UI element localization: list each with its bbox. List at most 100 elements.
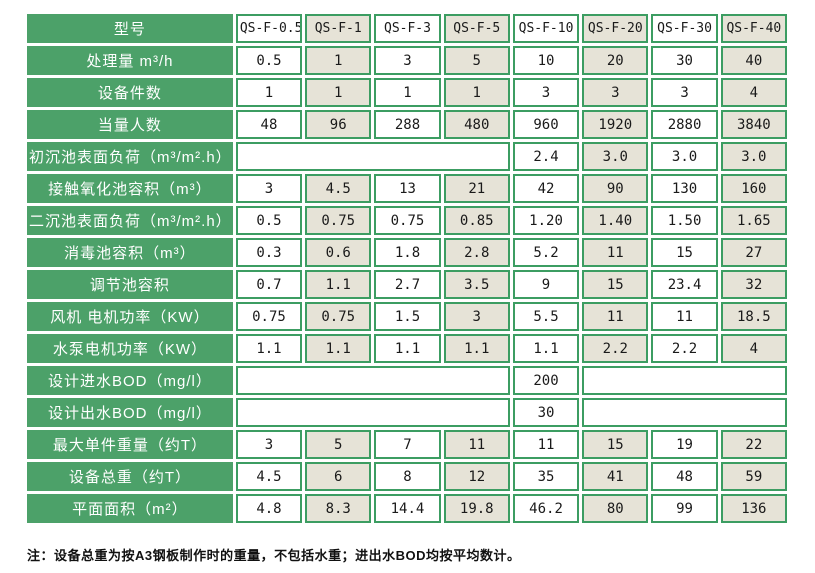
value-cell: 5.5 [512,302,580,331]
value-cell: 0.5 [235,46,303,75]
value-cell: 2.7 [374,270,441,299]
value-cell: 1 [374,78,441,107]
value-cell: 96 [305,110,372,139]
value-cell: 59 [720,462,787,491]
value-cell [235,366,510,395]
value-cell: 1.50 [651,206,718,235]
row-label: 调节池容积 [27,270,233,299]
value-cell [235,398,510,427]
value-cell [582,398,787,427]
value-cell: 1.1 [305,270,372,299]
value-cell: 42 [512,174,580,203]
value-cell: 19 [651,430,718,459]
row-label: 最大单件重量（约T） [27,430,233,459]
value-cell: 7 [374,430,441,459]
value-cell: 1 [305,46,372,75]
value-cell: 1.40 [582,206,649,235]
value-cell: 0.5 [235,206,303,235]
table-row: 水泵电机功率（KW） 1.1 1.1 1.1 1.1 1.1 2.2 2.2 4 [27,334,787,363]
value-cell: 0.3 [235,238,303,267]
value-cell: 3.0 [651,142,718,171]
value-cell: 0.6 [305,238,372,267]
row-label: 设计出水BOD（mg/l） [27,398,233,427]
value-cell: 3.5 [443,270,510,299]
table-row: 设计进水BOD（mg/l） 200 [27,366,787,395]
value-cell: 13 [374,174,441,203]
value-cell: 3 [582,78,649,107]
value-cell: 3 [443,302,510,331]
value-cell: 35 [512,462,580,491]
value-cell: 3.0 [582,142,649,171]
value-cell: 3840 [720,110,787,139]
table-row: 处理量 m³/h 0.5 1 3 5 10 20 30 40 [27,46,787,75]
value-cell: 46.2 [512,494,580,523]
value-cell: 8 [374,462,441,491]
model-header-QS-F-5: QS-F-5 [443,14,510,43]
value-cell: 0.75 [374,206,441,235]
table-row: 调节池容积 0.7 1.1 2.7 3.5 9 15 23.4 32 [27,270,787,299]
value-cell: 15 [582,270,649,299]
header-row: 型号 QS-F-0.5 QS-F-1 QS-F-3 QS-F-5 QS-F-10 QS-F… [27,14,787,43]
value-cell: 2880 [651,110,718,139]
table-row: 设备件数 1 1 1 1 3 3 3 4 [27,78,787,107]
value-cell: 11 [582,238,649,267]
value-cell: 960 [512,110,580,139]
value-cell: 4 [720,78,787,107]
row-label: 平面面积（m²） [27,494,233,523]
value-cell: 19.8 [443,494,510,523]
value-cell: 12 [443,462,510,491]
table-row: 风机 电机功率（KW） 0.75 0.75 1.5 3 5.5 11 11 18.5 [27,302,787,331]
value-cell: 4 [720,334,787,363]
model-header-QS-F-40: QS-F-40 [720,14,787,43]
table-row: 消毒池容积（m³） 0.3 0.6 1.8 2.8 5.2 11 15 27 [27,238,787,267]
value-cell [582,366,787,395]
value-cell: 15 [651,238,718,267]
model-header-QS-F-30: QS-F-30 [651,14,718,43]
value-cell: 11 [443,430,510,459]
spec-table-container: 型号 QS-F-0.5 QS-F-1 QS-F-3 QS-F-5 QS-F-10 QS-F… [24,11,790,526]
model-header-QS-F-1: QS-F-1 [305,14,372,43]
value-cell: 14.4 [374,494,441,523]
value-cell: 15 [582,430,649,459]
value-cell: 11 [512,430,580,459]
value-cell: 10 [512,46,580,75]
spec-table: 型号 QS-F-0.5 QS-F-1 QS-F-3 QS-F-5 QS-F-10 QS-F… [24,11,790,526]
value-cell: 480 [443,110,510,139]
model-header-QS-F-0.5: QS-F-0.5 [235,14,303,43]
value-cell: 3.0 [720,142,787,171]
value-cell: 1920 [582,110,649,139]
value-cell: 8.3 [305,494,372,523]
value-cell: 1 [443,78,510,107]
value-cell: 5.2 [512,238,580,267]
table-row: 最大单件重量（约T） 3 5 7 11 11 15 19 22 [27,430,787,459]
value-cell: 0.75 [235,302,303,331]
table-row: 设计出水BOD（mg/l） 30 [27,398,787,427]
value-cell: 1 [235,78,303,107]
value-cell: 80 [582,494,649,523]
row-label: 风机 电机功率（KW） [27,302,233,331]
value-cell: 21 [443,174,510,203]
value-cell: 1.8 [374,238,441,267]
value-cell: 1.1 [443,334,510,363]
value-cell: 90 [582,174,649,203]
row-label: 接触氧化池容积（m³） [27,174,233,203]
table-row: 接触氧化池容积（m³） 3 4.5 13 21 42 90 130 160 [27,174,787,203]
value-cell: 288 [374,110,441,139]
value-cell: 2.4 [512,142,580,171]
table-row: 初沉池表面负荷（m³/m².h） 2.4 3.0 3.0 3.0 [27,142,787,171]
value-cell: 3 [512,78,580,107]
value-cell: 4.5 [305,174,372,203]
value-cell: 4.5 [235,462,303,491]
table-row: 平面面积（m²） 4.8 8.3 14.4 19.8 46.2 80 99 136 [27,494,787,523]
value-cell: 20 [582,46,649,75]
value-cell: 23.4 [651,270,718,299]
value-cell: 1.1 [512,334,580,363]
row-label: 水泵电机功率（KW） [27,334,233,363]
value-cell: 1.5 [374,302,441,331]
value-cell: 18.5 [720,302,787,331]
value-cell: 5 [305,430,372,459]
value-cell: 41 [582,462,649,491]
value-cell: 3 [235,430,303,459]
value-cell: 99 [651,494,718,523]
